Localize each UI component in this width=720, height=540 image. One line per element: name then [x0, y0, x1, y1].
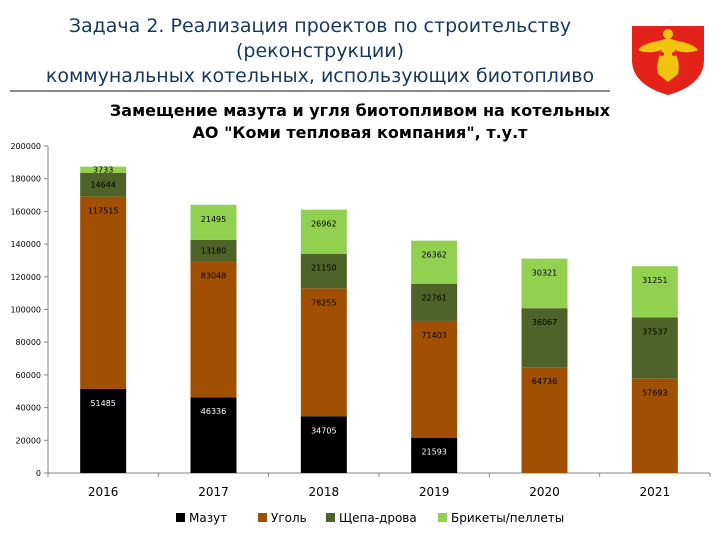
slide-title: Задача 2. Реализация проектов по строите…: [0, 14, 640, 89]
data-label: 21495: [201, 215, 226, 224]
bar-segment: [300, 253, 347, 289]
komi-coat-of-arms-icon: [632, 26, 704, 95]
title-divider: [10, 90, 610, 92]
bar-segment: [190, 397, 237, 473]
y-tick-label: 60000: [16, 371, 41, 380]
data-label: 71403: [421, 331, 446, 340]
data-label: 26362: [421, 251, 446, 260]
y-tick-label: 0: [36, 469, 41, 478]
x-tick-label: 2021: [640, 485, 671, 499]
legend-swatch: [258, 513, 267, 522]
bar-segment: [521, 258, 568, 309]
bar-segment: [80, 166, 127, 173]
data-label: 57693: [642, 389, 667, 398]
bar-segment: [80, 172, 127, 197]
bar-segment: [411, 320, 458, 438]
data-label: 26962: [311, 220, 336, 229]
slide-title-line-2: коммунальных котельных, использующих био…: [45, 65, 595, 87]
bar-segment: [631, 378, 678, 473]
data-label: 36067: [532, 318, 557, 327]
data-label: 30321: [532, 269, 557, 278]
data-label: 83048: [201, 271, 226, 280]
legend-swatch: [438, 513, 447, 522]
bar-segment: [631, 317, 678, 379]
data-label: 21150: [311, 264, 336, 273]
slide-title-line-1: Задача 2. Реализация проектов по строите…: [68, 15, 572, 62]
x-tick-label: 2017: [198, 485, 229, 499]
chart-axes: 0 20000 40000 60000 80000 100000 120000 140000 1…: [10, 142, 711, 499]
data-label: 37537: [642, 327, 667, 336]
legend-label: Брикеты/пеллеты: [451, 511, 564, 525]
bar-segment: [521, 367, 568, 473]
legend-swatch: [176, 513, 185, 522]
legend-swatch: [326, 513, 335, 522]
bar-segment: [631, 266, 678, 318]
chart-bars: 51485 117515 14644 3733 46336 83048 13180 21495…: [80, 166, 678, 473]
y-tick-label: 20000: [16, 436, 41, 445]
bar-segment: [411, 240, 458, 284]
legend-label: Мазут: [189, 511, 227, 525]
data-label: 31251: [642, 276, 667, 285]
y-tick-label: 100000: [10, 306, 41, 315]
data-label: 34705: [311, 426, 336, 435]
data-label: 78255: [311, 298, 336, 307]
data-label: 14644: [90, 181, 115, 190]
data-label: 64736: [532, 377, 557, 386]
bar-segment: [80, 196, 127, 389]
y-tick-label: 80000: [16, 338, 41, 347]
x-tick-label: 2019: [419, 485, 450, 499]
bar-segment: [411, 283, 458, 321]
y-tick-label: 180000: [10, 175, 41, 184]
bar-segment: [300, 416, 347, 473]
y-tick-label: 120000: [10, 273, 41, 282]
data-label: 3733: [93, 166, 113, 175]
data-label: 13180: [201, 247, 226, 256]
bar-segment: [521, 308, 568, 368]
legend-label: Уголь: [271, 511, 307, 525]
bar-segment: [300, 209, 347, 254]
chart-title-line-1: Замещение мазута и угля биотопливом на к…: [110, 101, 611, 120]
bar-segment: [190, 261, 237, 398]
chart-legend: Мазут Уголь Щепа-дрова Брикеты/пеллеты: [176, 511, 564, 525]
y-tick-label: 40000: [16, 404, 41, 413]
x-tick-label: 2020: [529, 485, 560, 499]
data-label: 46336: [201, 407, 226, 416]
bar-segment: [411, 437, 458, 473]
y-tick-label: 160000: [10, 207, 41, 216]
bar-segment: [190, 204, 237, 240]
chart-title-line-2: АО "Коми тепловая компания", т.у.т: [193, 123, 529, 142]
data-label: 21593: [421, 448, 446, 457]
y-tick-label: 140000: [10, 240, 41, 249]
data-label: 22761: [421, 294, 446, 303]
y-tick-label: 200000: [10, 142, 41, 151]
data-label: 117515: [88, 207, 119, 216]
bar-segment: [190, 239, 237, 262]
legend-label: Щепа-дрова: [339, 511, 417, 525]
x-tick-label: 2018: [309, 485, 340, 499]
bar-segment: [80, 388, 127, 473]
x-tick-label: 2016: [88, 485, 119, 499]
bar-segment: [300, 288, 347, 417]
data-label: 51485: [90, 399, 115, 408]
